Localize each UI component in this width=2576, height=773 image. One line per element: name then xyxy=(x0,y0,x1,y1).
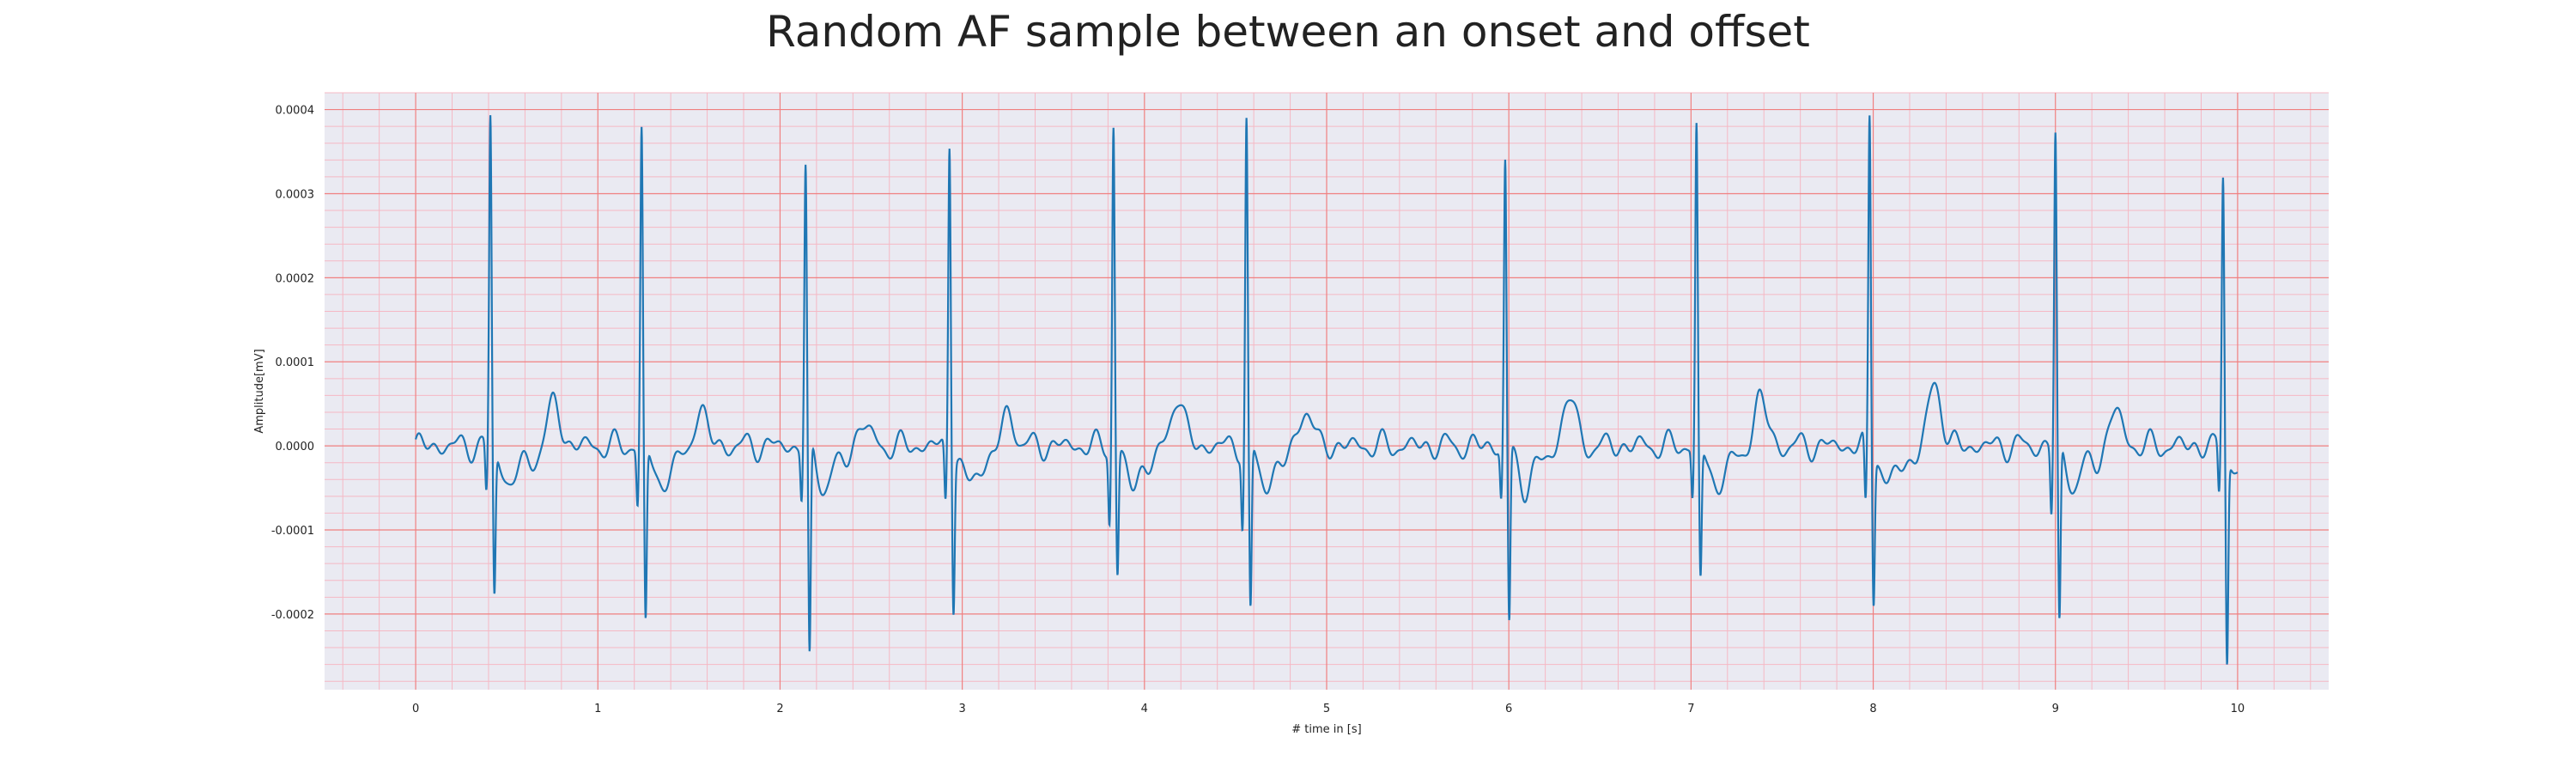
y-tick-label: -0.0001 xyxy=(271,525,314,538)
chart-title: Random AF sample between an onset and of… xyxy=(766,7,1810,57)
y-tick-label: 0.0001 xyxy=(276,356,315,369)
x-tick-label: 5 xyxy=(1323,703,1330,715)
y-tick-label: -0.0002 xyxy=(271,609,314,622)
x-tick-label: 10 xyxy=(2231,703,2245,715)
x-tick-label: 8 xyxy=(1869,703,1876,715)
y-tick-label: 0.0004 xyxy=(276,105,315,118)
x-tick-label: 2 xyxy=(776,703,783,715)
x-tick-label: 0 xyxy=(412,703,419,715)
x-tick-label: 9 xyxy=(2052,703,2059,715)
y-tick-label: 0.0002 xyxy=(276,272,315,285)
x-tick-label: 4 xyxy=(1141,703,1148,715)
y-axis-label: Amplitude[mV] xyxy=(253,349,266,433)
x-tick-label: 7 xyxy=(1687,703,1694,715)
x-tick-labels: 0 1 2 3 4 5 6 7 8 9 10 xyxy=(412,703,2245,715)
ecg-signal-line xyxy=(415,115,2239,665)
y-tick-labels: -0.0002 -0.0001 0.0000 0.0001 0.0002 0.0003 0.… xyxy=(271,105,314,622)
x-tick-label: 3 xyxy=(958,703,965,715)
x-tick-label: 6 xyxy=(1505,703,1512,715)
y-tick-label: 0.0000 xyxy=(276,441,315,453)
x-axis-label: # time in [s] xyxy=(1291,723,1361,736)
y-tick-label: 0.0003 xyxy=(276,188,315,201)
x-tick-label: 1 xyxy=(594,703,601,715)
major-grid xyxy=(325,93,2329,690)
